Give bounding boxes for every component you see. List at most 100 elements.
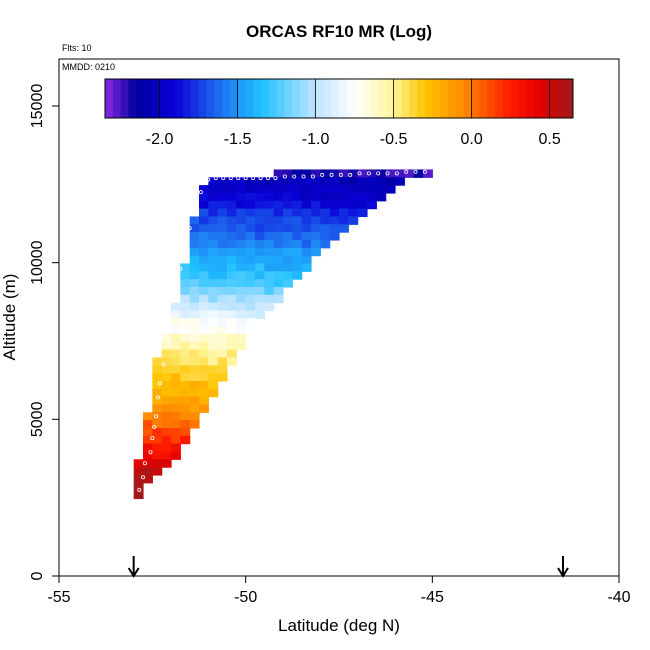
- heatmap-cell: [264, 177, 275, 186]
- heatmap-cell: [199, 388, 209, 398]
- colorbar-segment: [245, 79, 254, 118]
- heatmap-cell: [199, 294, 209, 304]
- colorbar-tick-label: -1.5: [224, 131, 252, 148]
- heatmap-cell: [227, 224, 237, 233]
- heatmap-cell: [208, 286, 219, 296]
- heatmap-cell: [217, 247, 228, 257]
- heatmap-cell: [189, 326, 200, 335]
- heatmap-cell: [236, 302, 247, 312]
- heatmap-cell: [236, 279, 247, 288]
- track-point: [221, 176, 226, 181]
- heatmap-cell: [227, 294, 237, 304]
- heatmap-cell: [245, 232, 256, 241]
- heatmap-cell: [329, 177, 340, 186]
- heatmap-cell: [227, 302, 237, 312]
- heatmap-cell: [208, 224, 219, 233]
- heatmap-cell: [292, 192, 303, 202]
- heatmap-cell: [161, 451, 172, 460]
- plot-frame: [58, 58, 620, 577]
- heatmap-cell: [236, 255, 247, 265]
- heatmap-cell: [217, 286, 228, 296]
- heatmap-cell: [423, 169, 433, 178]
- heatmap-cell: [264, 255, 275, 265]
- heatmap-cell: [189, 232, 200, 241]
- heatmap-cell: [385, 169, 396, 178]
- heatmap-cell: [236, 341, 247, 351]
- heatmap-cell: [283, 271, 293, 280]
- heatmap-cell: [189, 247, 200, 257]
- track-point: [413, 169, 418, 174]
- heatmap-cell: [171, 380, 181, 390]
- track-point: [251, 176, 256, 181]
- heatmap-cell: [255, 216, 265, 225]
- heatmap-cell: [385, 177, 396, 186]
- heatmap-cell: [180, 286, 191, 296]
- track-point: [310, 174, 315, 179]
- heatmap-cell: [152, 357, 163, 366]
- heatmap-cell: [189, 271, 200, 280]
- heatmap-cell: [292, 208, 303, 218]
- heatmap-cell: [152, 404, 163, 413]
- heatmap-cell: [208, 208, 219, 218]
- heatmap-cell: [171, 420, 181, 429]
- heatmap-cell: [217, 294, 228, 304]
- heatmap-cell: [143, 443, 153, 453]
- heatmap-cell: [255, 310, 265, 319]
- heatmap-cell: [255, 185, 265, 194]
- heatmap-cell: [245, 286, 256, 296]
- heatmap-cell: [208, 279, 219, 288]
- heatmap-cell: [283, 224, 293, 233]
- heatmap-cell: [301, 192, 312, 202]
- track-point: [137, 487, 142, 492]
- heatmap-cell: [348, 177, 359, 186]
- heatmap-cell: [329, 216, 340, 225]
- heatmap-cell: [348, 169, 359, 178]
- heatmap-cell: [320, 239, 331, 249]
- heatmap-cell: [199, 318, 209, 327]
- heatmap-cell: [292, 169, 303, 178]
- heatmap-cell: [227, 318, 237, 327]
- track-point: [152, 425, 157, 430]
- heatmap-cell: [227, 185, 237, 194]
- colorbar-segment: [456, 79, 465, 118]
- heatmap-cell: [245, 224, 256, 233]
- track-point: [376, 171, 381, 176]
- heatmap-cell: [301, 169, 312, 178]
- heatmap-cell: [161, 396, 172, 406]
- heatmap-cell: [273, 192, 284, 202]
- heatmap-cell: [264, 232, 275, 241]
- heatmap-cell: [404, 169, 415, 178]
- colorbar-segment: [448, 79, 457, 118]
- heatmap-cell: [189, 341, 200, 351]
- heatmap-cell: [227, 333, 237, 343]
- heatmap-cell: [320, 216, 331, 225]
- heatmap-cell: [273, 263, 284, 272]
- heatmap-cell: [273, 271, 284, 280]
- heatmap-cell: [180, 396, 191, 406]
- colorbar-segment: [323, 79, 332, 118]
- heatmap-cell: [199, 302, 209, 312]
- heatmap-cell: [171, 365, 181, 374]
- heatmap-cell: [264, 200, 275, 210]
- x-tick-label: -45: [421, 589, 444, 606]
- heatmap-cell: [199, 365, 209, 374]
- track-point: [292, 174, 297, 179]
- colorbar-segment: [276, 79, 285, 118]
- colorbar-segment: [253, 79, 262, 118]
- heatmap-cell: [199, 396, 209, 406]
- track-point: [187, 226, 192, 231]
- heatmap-cell: [329, 232, 340, 241]
- heatmap-cell: [329, 208, 340, 218]
- colorbar-tick-label: -2.0: [146, 131, 174, 148]
- heatmap-cell: [245, 177, 256, 186]
- heatmap-cell: [273, 232, 284, 241]
- heatmap-cell: [367, 185, 377, 194]
- heatmap-cell: [171, 373, 181, 382]
- heatmap-cell: [283, 208, 293, 218]
- heatmap-cell: [189, 420, 200, 429]
- heatmap-cell: [199, 216, 209, 225]
- colorbar-segment: [222, 79, 231, 118]
- heatmap-cell: [171, 357, 181, 366]
- heatmap-cell: [283, 255, 293, 265]
- heatmap-cell: [236, 200, 247, 210]
